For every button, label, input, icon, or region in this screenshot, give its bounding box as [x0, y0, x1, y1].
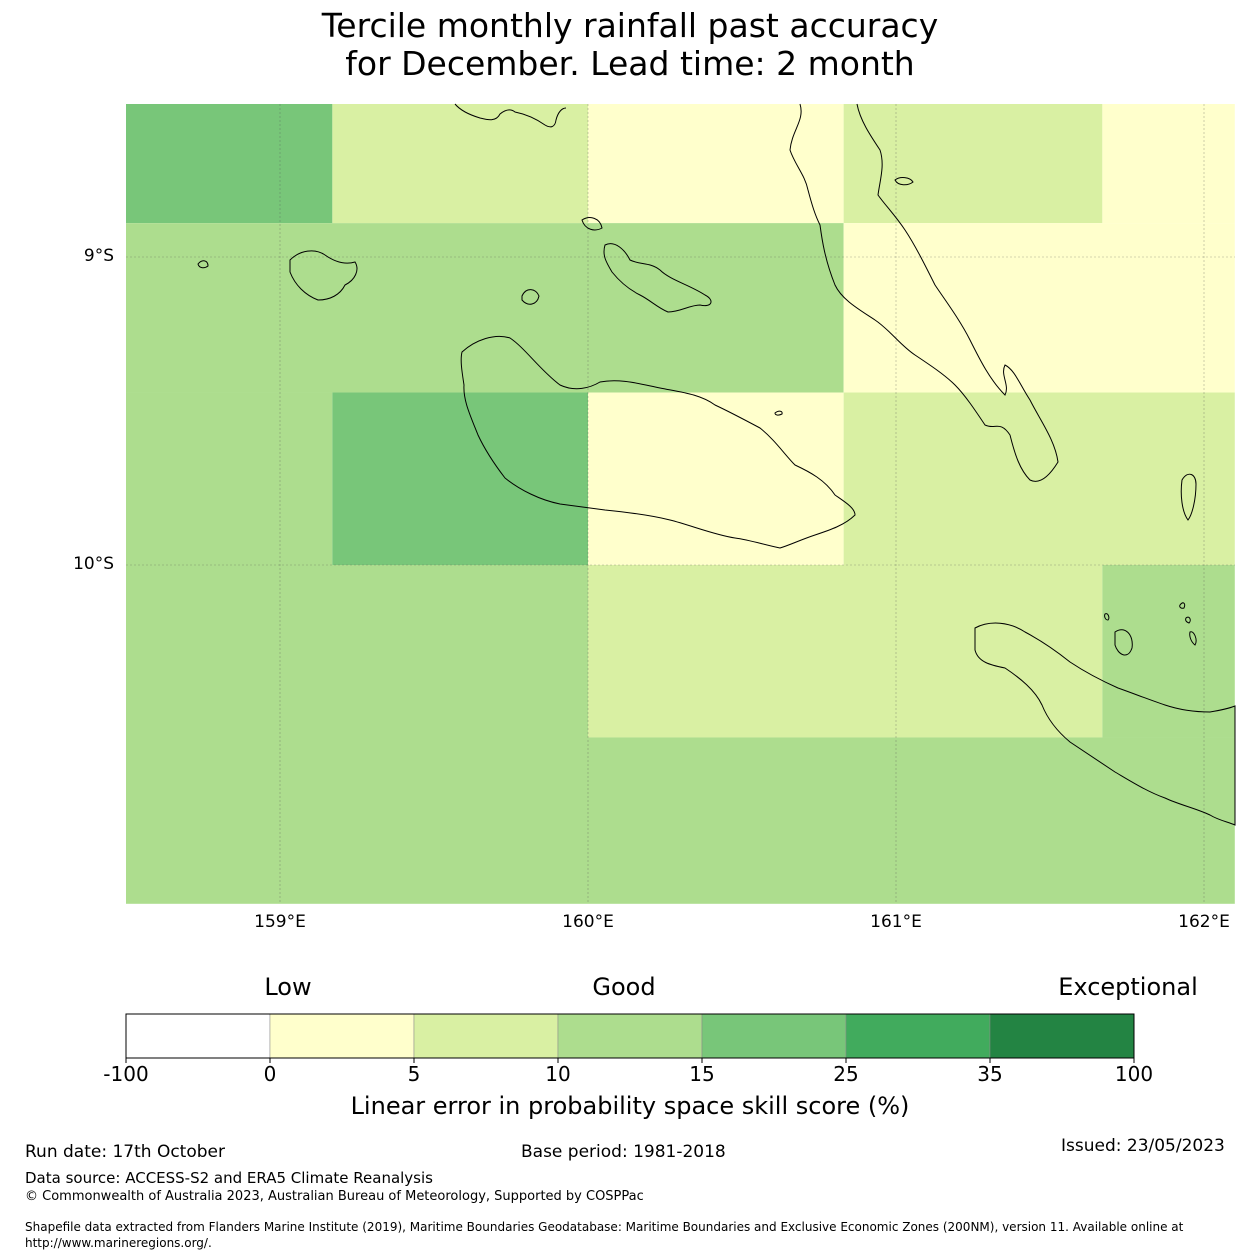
colorbar-segment — [845, 1013, 991, 1059]
skill-cell — [843, 223, 1235, 393]
coastline-small-isle-2 — [197, 260, 209, 269]
base-period: Base period: 1981-2018 — [521, 1142, 726, 1162]
coastline-santa-isabel — [789, 103, 1059, 482]
shapefile-credit-2: http://www.marineregions.org/. — [25, 1236, 212, 1250]
skill-cell — [588, 392, 844, 565]
coastline-russell — [289, 250, 358, 301]
skill-grid — [126, 104, 1235, 904]
lon-tick-label: 161°E — [870, 912, 922, 932]
colorbar-tick-label: 100 — [1114, 1062, 1154, 1086]
colorbar-outline — [125, 1013, 1135, 1059]
coastline-nggela — [581, 217, 712, 313]
coastline-small-isle-7 — [1104, 602, 1197, 646]
skill-cell — [588, 104, 844, 224]
title-line-1: Tercile monthly rainfall past accuracy — [321, 6, 939, 45]
skill-cell — [843, 392, 1235, 565]
colorbar-label: Linear error in probability space skill … — [350, 1092, 910, 1120]
colorbar-segment — [989, 1013, 1135, 1059]
colorbar-word-low: Low — [264, 973, 312, 1001]
issued-date: Issued: 23/05/2023 — [1061, 1136, 1225, 1156]
colorbar-tick-label: 35 — [977, 1062, 1003, 1086]
colorbar-word-good: Good — [592, 973, 656, 1001]
colorbar-segment — [701, 1013, 847, 1059]
coastline-new-georgia — [454, 103, 567, 128]
shapefile-credit-1: Shapefile data extracted from Flanders M… — [25, 1220, 1184, 1234]
run-date: Run date: 17th October — [25, 1142, 225, 1162]
lat-tick-label: 9°S — [83, 246, 114, 266]
coastline-small-isle-5 — [1180, 473, 1197, 521]
colorbar-word-exceptional: Exceptional — [1058, 973, 1198, 1001]
skill-cell — [1102, 104, 1235, 224]
skill-cell — [588, 565, 1103, 738]
colorbar-segment — [125, 1013, 271, 1059]
lat-tick-label: 10°S — [73, 554, 114, 574]
skill-cell — [126, 565, 588, 904]
skill-cell — [332, 104, 588, 224]
coastline-small-isle-4 — [774, 410, 783, 416]
skill-cell — [588, 737, 1235, 904]
colorbar-tick-label: 10 — [545, 1062, 571, 1086]
coastline-guadalcanal — [460, 335, 856, 549]
skill-cell — [843, 104, 1103, 224]
data-source: Data source: ACCESS-S2 and ERA5 Climate … — [25, 1169, 433, 1187]
skill-cell — [332, 392, 588, 565]
colorbar-tick-label: 0 — [263, 1062, 277, 1086]
lon-tick-label: 160°E — [562, 912, 614, 932]
lon-tick-label: 162°E — [1178, 912, 1230, 932]
colorbar — [125, 1013, 1135, 1063]
colorbar-tick-label: 25 — [833, 1062, 859, 1086]
coastline-small-isle-1 — [894, 177, 914, 186]
title-line-2: for December. Lead time: 2 month — [345, 44, 915, 83]
lon-tick-label: 159°E — [254, 912, 306, 932]
coastlines — [197, 103, 1236, 826]
colorbar-tick-label: 5 — [407, 1062, 421, 1086]
skill-cell — [126, 104, 333, 224]
graticule — [126, 104, 1235, 904]
skill-cell — [126, 392, 333, 565]
coastline-malaita — [974, 622, 1236, 826]
colorbar-tick-label: -100 — [103, 1062, 149, 1086]
colorbar-segment — [269, 1013, 415, 1059]
skill-cell — [126, 223, 844, 393]
colorbar-tick-label: 15 — [689, 1062, 715, 1086]
colorbar-segment — [413, 1013, 559, 1059]
coastline-small-isle-6 — [1114, 629, 1133, 656]
colorbar-segment — [557, 1013, 703, 1059]
skill-cell — [1102, 565, 1235, 738]
coastline-small-isle-3 — [521, 289, 540, 305]
copyright: © Commonwealth of Australia 2023, Austra… — [25, 1189, 644, 1204]
